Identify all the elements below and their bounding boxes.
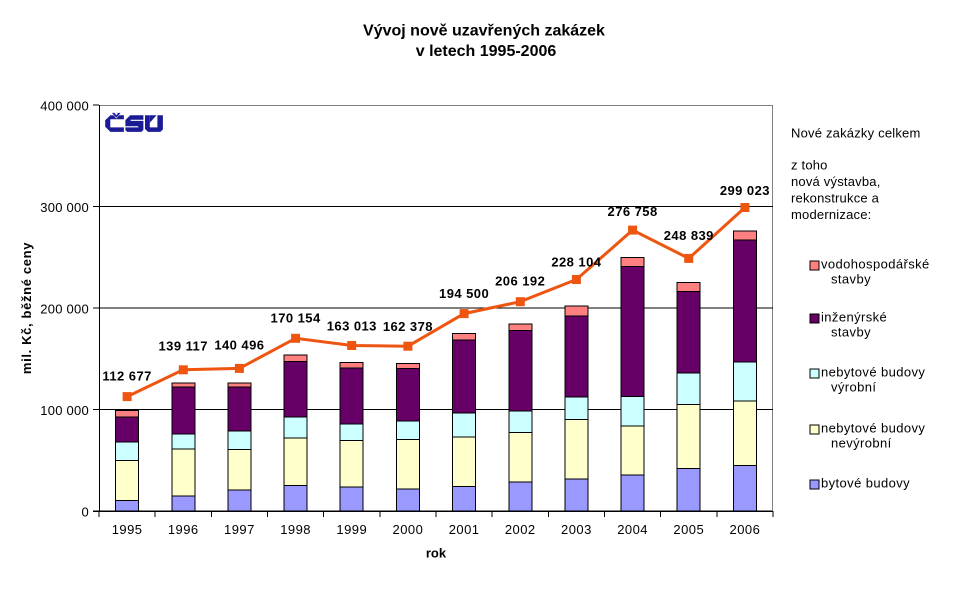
svg-text:163 013: 163 013 — [327, 319, 377, 334]
svg-text:299 023: 299 023 — [720, 183, 770, 198]
svg-text:1997: 1997 — [224, 522, 255, 537]
svg-text:rekonstrukce a: rekonstrukce a — [791, 191, 880, 206]
svg-text:Nové zakázky celkem: Nové zakázky celkem — [791, 126, 921, 141]
svg-text:rok: rok — [426, 546, 447, 561]
svg-text:z toho: z toho — [791, 158, 828, 173]
svg-text:206 192: 206 192 — [495, 274, 545, 289]
svg-text:2002: 2002 — [505, 522, 536, 537]
svg-text:nevýrobní: nevýrobní — [831, 436, 892, 451]
svg-text:200 000: 200 000 — [40, 302, 89, 317]
svg-text:139 117: 139 117 — [158, 339, 207, 354]
svg-text:Vývoj nově uzavřených zakázek: Vývoj nově uzavřených zakázek — [363, 23, 605, 40]
svg-text:2003: 2003 — [561, 522, 592, 537]
svg-text:1995: 1995 — [112, 522, 143, 537]
svg-text:400 000: 400 000 — [40, 99, 89, 114]
svg-text:248 839: 248 839 — [664, 228, 714, 243]
svg-text:nebytové budovy: nebytové budovy — [821, 421, 925, 436]
svg-text:nová výstavba,: nová výstavba, — [791, 174, 881, 189]
svg-text:2001: 2001 — [449, 522, 480, 537]
svg-text:stavby: stavby — [831, 325, 871, 340]
svg-text:vodohospodářské: vodohospodářské — [821, 257, 930, 272]
svg-text:mil. Kč, běžné ceny: mil. Kč, běžné ceny — [19, 242, 34, 374]
svg-text:2005: 2005 — [673, 522, 704, 537]
svg-text:300 000: 300 000 — [40, 200, 89, 215]
svg-text:112 677: 112 677 — [102, 369, 151, 384]
svg-text:v letech 1995-2006: v letech 1995-2006 — [416, 43, 557, 60]
svg-text:modernizace:: modernizace: — [791, 207, 871, 222]
svg-text:0: 0 — [82, 505, 89, 520]
svg-text:162 378: 162 378 — [383, 319, 433, 334]
svg-text:inženýrské: inženýrské — [821, 310, 887, 325]
svg-text:1996: 1996 — [168, 522, 199, 537]
svg-text:194 500: 194 500 — [439, 286, 489, 301]
svg-text:1998: 1998 — [280, 522, 311, 537]
svg-text:170 154: 170 154 — [271, 311, 321, 326]
svg-text:výrobní: výrobní — [831, 380, 876, 395]
svg-text:stavby: stavby — [831, 272, 871, 287]
svg-text:2004: 2004 — [617, 522, 648, 537]
svg-text:nebytové budovy: nebytové budovy — [821, 365, 925, 380]
svg-text:276 758: 276 758 — [608, 204, 658, 219]
svg-text:100 000: 100 000 — [40, 403, 89, 418]
svg-text:1999: 1999 — [336, 522, 367, 537]
svg-text:228 104: 228 104 — [551, 255, 601, 270]
svg-text:2006: 2006 — [730, 522, 761, 537]
svg-text:2000: 2000 — [393, 522, 424, 537]
svg-text:140 496: 140 496 — [214, 338, 264, 353]
svg-text:bytové budovy: bytové budovy — [821, 476, 910, 491]
